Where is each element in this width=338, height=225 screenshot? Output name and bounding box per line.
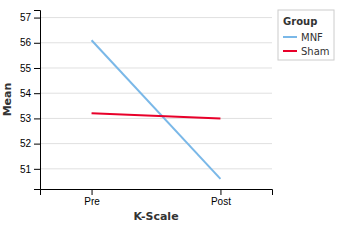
y-axis-line	[34, 11, 41, 190]
y-axis-title: Mean	[1, 83, 14, 117]
y-tick-mark	[34, 118, 40, 119]
grid	[40, 18, 272, 169]
grid-line	[40, 93, 272, 94]
legend-swatch	[283, 36, 297, 38]
y-tick-label: 54	[20, 88, 32, 99]
y-tick: 56	[20, 37, 40, 48]
x-tick-mark	[220, 189, 221, 195]
y-tick: 51	[20, 164, 40, 175]
x-tick: Post	[211, 189, 231, 207]
x-axis-title: K-Scale	[133, 210, 178, 223]
y-tick-mark	[34, 68, 40, 69]
legend-label: MNF	[301, 32, 323, 43]
y-tick-mark	[34, 18, 40, 19]
y-tick-mark	[34, 93, 40, 94]
grid-line	[40, 143, 272, 144]
y-axis: 51 52 53 54 55 56 57	[20, 11, 41, 190]
legend: Group MNF Sham	[278, 10, 334, 60]
plot: 51 52 53 54 55 56 57 Pre Post	[20, 11, 273, 208]
grid-line	[40, 118, 272, 119]
y-tick: 52	[20, 138, 40, 149]
y-tick-label: 57	[20, 12, 32, 23]
x-tick-mark	[92, 189, 93, 195]
legend-frame	[278, 10, 334, 60]
grid-line	[40, 67, 272, 68]
series-line	[92, 40, 221, 179]
legend-swatch	[283, 50, 297, 52]
chart: 51 52 53 54 55 56 57 Pre Post K-Scale Mean Group MNF…	[0, 0, 338, 225]
grid-line	[40, 168, 272, 169]
y-tick-mark	[34, 169, 40, 170]
lines	[92, 40, 221, 179]
x-tick-label: Post	[211, 196, 231, 207]
grid-line	[40, 17, 272, 18]
y-tick-mark	[34, 144, 40, 145]
y-tick-label: 56	[20, 37, 32, 48]
legend-label: Sham	[301, 46, 330, 57]
grid-line	[40, 42, 272, 43]
y-tick: 54	[20, 88, 40, 99]
x-tick: Pre	[84, 189, 100, 207]
y-tick: 57	[20, 12, 40, 23]
legend-title: Group	[283, 16, 317, 27]
x-axis-line	[41, 190, 273, 196]
series-line	[92, 113, 221, 118]
y-tick-mark	[34, 43, 40, 44]
y-tick-label: 52	[20, 138, 32, 149]
y-tick: 53	[20, 113, 40, 124]
y-tick-label: 53	[20, 113, 32, 124]
x-tick-label: Pre	[84, 196, 100, 207]
y-tick: 55	[20, 63, 40, 74]
y-tick-label: 51	[20, 164, 32, 175]
x-axis: Pre Post	[41, 189, 273, 207]
y-tick-label: 55	[20, 63, 32, 74]
